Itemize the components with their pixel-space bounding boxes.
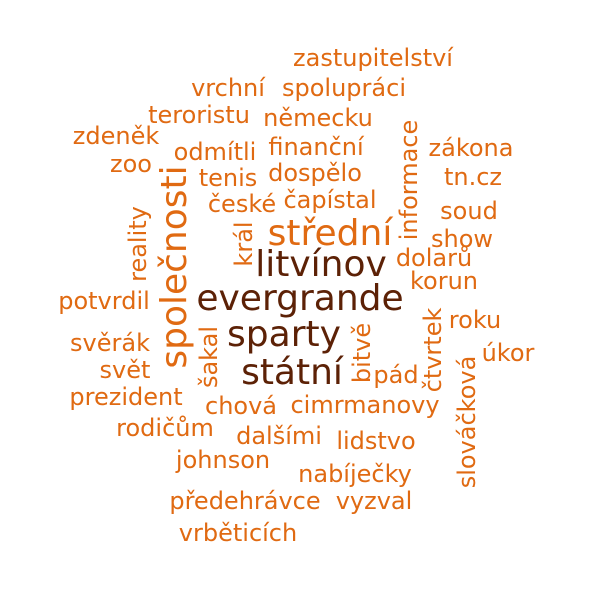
word: reality <box>124 206 152 282</box>
word: tn.cz <box>443 163 503 191</box>
word: úkor <box>481 339 535 367</box>
word: tenis <box>198 164 258 192</box>
word: vyzval <box>335 487 413 515</box>
word: litvínov <box>255 244 387 285</box>
word: spolupráci <box>282 74 406 102</box>
word: johnson <box>175 446 271 474</box>
word: zastupitelství <box>293 44 453 72</box>
word: šakal <box>195 325 223 389</box>
word: cimrmanovy <box>290 391 440 419</box>
word: zdeněk <box>72 122 160 150</box>
word: král <box>230 221 258 267</box>
word: zoo <box>110 150 152 178</box>
word: slováčková <box>453 355 481 489</box>
word: čapístal <box>283 186 377 214</box>
word: dalšími <box>236 422 322 450</box>
word: dospělo <box>268 159 362 187</box>
word: rodičům <box>116 414 214 442</box>
word: show <box>430 225 494 253</box>
word: korun <box>409 267 479 295</box>
word: svět <box>99 356 151 384</box>
word: dolarů <box>395 244 473 272</box>
word: svěrák <box>70 329 150 357</box>
word: společnosti <box>154 165 195 369</box>
word: vrchní <box>191 74 265 102</box>
word: prezident <box>69 383 183 411</box>
word: lidstvo <box>336 427 416 455</box>
word: státní <box>241 352 343 393</box>
word: německu <box>263 104 373 132</box>
word: potvrdil <box>58 287 150 315</box>
word: pád <box>373 361 419 389</box>
word: nabíječky <box>298 460 412 488</box>
word: čtvrtek <box>419 307 447 393</box>
word: bitvě <box>348 322 376 384</box>
word: předehrávce <box>169 487 321 515</box>
word: odmítli <box>173 138 257 166</box>
word: soud <box>440 197 498 225</box>
word: sparty <box>227 314 341 355</box>
word big: střední <box>267 213 393 254</box>
word: teroristu <box>148 101 250 129</box>
word: finanční <box>268 133 364 161</box>
word: vrběticích <box>178 519 298 547</box>
word: zákona <box>428 134 514 162</box>
word: roku <box>448 306 502 334</box>
word: chová <box>205 392 277 420</box>
word: evergrande <box>196 278 404 319</box>
word: české <box>207 190 277 218</box>
word: informace <box>395 119 423 241</box>
